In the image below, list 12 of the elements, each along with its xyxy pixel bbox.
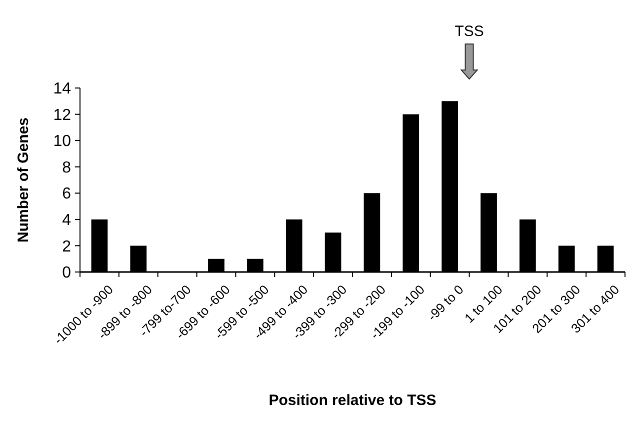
y-axis-title: Number of Genes [15, 117, 32, 243]
y-tick-label: 4 [62, 212, 72, 230]
y-tick-label: 6 [62, 186, 72, 203]
x-axis-title: Position relative to TSS [268, 392, 436, 409]
y-tick-label: 14 [53, 80, 72, 98]
y-tick-label: 2 [62, 238, 72, 256]
text: TSS [454, 23, 484, 40]
y-tick-label: 8 [62, 159, 72, 176]
y-tick-label: 0 [62, 264, 72, 282]
y-tick-label: 12 [53, 106, 72, 124]
y-tick-label: 10 [53, 133, 72, 150]
x-tick-label: -99 to 0 [424, 282, 466, 324]
